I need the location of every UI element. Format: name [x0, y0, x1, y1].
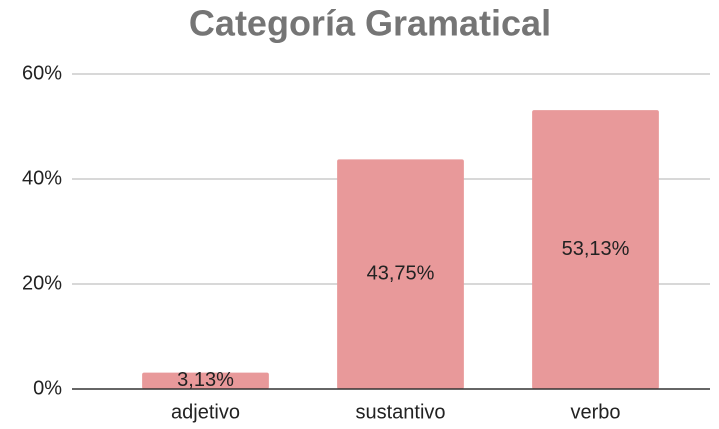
bar	[337, 159, 464, 389]
data-label: 43,75%	[367, 262, 435, 284]
y-tick-label: 0%	[33, 377, 62, 399]
x-tick-label: sustantivo	[355, 401, 445, 423]
y-tick-label: 20%	[22, 272, 62, 294]
bar	[532, 110, 659, 389]
bar	[142, 372, 269, 389]
y-tick-label: 40%	[22, 167, 62, 189]
chart-title: Categoría Gramatical	[189, 3, 551, 44]
y-tick-label: 60%	[22, 62, 62, 84]
data-label: 3,13%	[177, 369, 234, 391]
data-label: 53,13%	[562, 238, 630, 260]
x-tick-label: verbo	[570, 401, 620, 423]
x-tick-label: adjetivo	[171, 401, 240, 423]
